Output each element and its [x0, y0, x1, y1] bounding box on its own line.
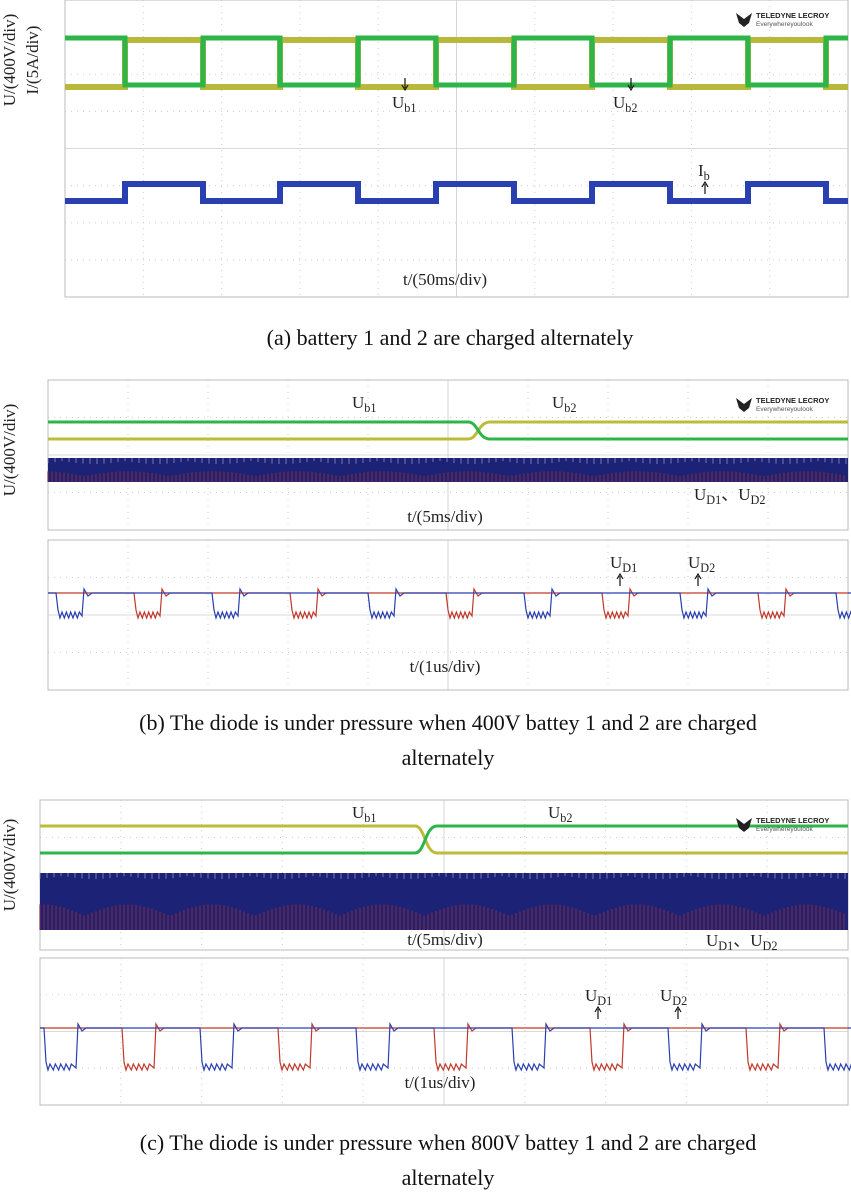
text: U — [585, 986, 597, 1005]
subscript: D2 — [763, 939, 778, 953]
text: U — [392, 93, 404, 112]
trace-blue — [40, 1021, 851, 1073]
trace-green — [48, 420, 848, 441]
caption: (c) The diode is under pressure when 800… — [140, 1130, 756, 1155]
annotation: UD1 — [585, 986, 612, 1008]
trace-light — [47, 458, 847, 464]
annotation: UD2 — [660, 986, 687, 1008]
subscript: b2 — [564, 401, 576, 415]
subscript: D1 — [718, 939, 733, 953]
text: I — [698, 161, 704, 180]
x-axis-label: t/(5ms/div) — [407, 507, 483, 526]
x-axis-label: t/(1us/div) — [405, 1073, 476, 1092]
subscript: D1 — [597, 994, 612, 1008]
subscript: D2 — [672, 994, 687, 1008]
trace-red — [40, 1021, 848, 1073]
trace-red — [48, 586, 848, 621]
text: 、U — [733, 931, 762, 950]
arrow-head — [694, 572, 702, 580]
subscript: b1 — [364, 401, 376, 415]
trace-green — [40, 824, 848, 855]
logo-tagline: Everywhereyoulook — [756, 406, 813, 413]
annotation: Ub1 — [392, 93, 417, 115]
caption: (b) The diode is under pressure when 400… — [139, 710, 757, 735]
text: 、U — [721, 485, 750, 504]
subscript: b1 — [364, 811, 376, 825]
trace-light — [39, 873, 846, 879]
annotation: Ub2 — [552, 393, 577, 415]
logo-brand: TELEDYNE LECROY — [756, 816, 829, 825]
x-axis-label: t/(1us/div) — [410, 657, 481, 676]
text: U — [660, 986, 672, 1005]
y-axis-label: U/(400V/div) — [0, 14, 19, 107]
trace-green — [65, 35, 848, 88]
text: U — [548, 803, 560, 822]
caption: alternately — [402, 745, 495, 770]
caption: (a) battery 1 and 2 are charged alternat… — [267, 325, 634, 350]
arrow-head — [674, 1005, 682, 1013]
logo-tagline: Everywhereyoulook — [756, 21, 813, 28]
arrow-head — [594, 1005, 602, 1013]
annotation: UD1、UD2 — [706, 931, 777, 953]
text: U — [552, 393, 564, 412]
y-axis-label: I/(5A/div) — [23, 26, 42, 95]
annotation: UD1、UD2 — [694, 485, 765, 507]
logo-icon — [736, 13, 752, 27]
annotation: Ub1 — [352, 803, 377, 825]
text: U — [613, 93, 625, 112]
text: U — [352, 803, 364, 822]
trace-blue — [48, 586, 851, 621]
trace-red — [39, 904, 845, 930]
logo-tagline: Everywhereyoulook — [756, 826, 813, 833]
subscript: b2 — [560, 811, 572, 825]
y-axis-label: U/(400V/div) — [0, 819, 19, 912]
text: U — [694, 485, 706, 504]
text: U — [610, 553, 622, 572]
y-axis-label: U/(400V/div) — [0, 404, 19, 497]
trace-red — [47, 471, 845, 482]
subscript: D1 — [622, 561, 637, 575]
x-axis-label: t/(50ms/div) — [403, 270, 487, 289]
trace-blue — [65, 181, 848, 204]
x-axis-label: t/(5ms/div) — [407, 930, 483, 949]
caption: alternately — [402, 1165, 495, 1190]
subscript: D1 — [706, 493, 721, 507]
arrow-head — [616, 572, 624, 580]
annotation: UD2 — [688, 553, 715, 575]
text: U — [352, 393, 364, 412]
logo-icon — [736, 818, 752, 832]
arrow-head — [401, 84, 409, 92]
logo-brand: TELEDYNE LECROY — [756, 11, 829, 20]
arrow-head — [701, 180, 709, 188]
annotation: Ub2 — [548, 803, 573, 825]
subscript: b2 — [625, 101, 637, 115]
annotation: Ub2 — [613, 93, 638, 115]
logo-brand: TELEDYNE LECROY — [756, 396, 829, 405]
subscript: D2 — [700, 561, 715, 575]
arrow-head — [627, 84, 635, 92]
text: U — [688, 553, 700, 572]
annotation: Ub1 — [352, 393, 377, 415]
annotation: Ib — [698, 161, 710, 183]
annotation: UD1 — [610, 553, 637, 575]
subscript: D2 — [751, 493, 766, 507]
logo-icon — [736, 398, 752, 412]
text: U — [706, 931, 718, 950]
subscript: b — [704, 169, 710, 183]
subscript: b1 — [404, 101, 416, 115]
